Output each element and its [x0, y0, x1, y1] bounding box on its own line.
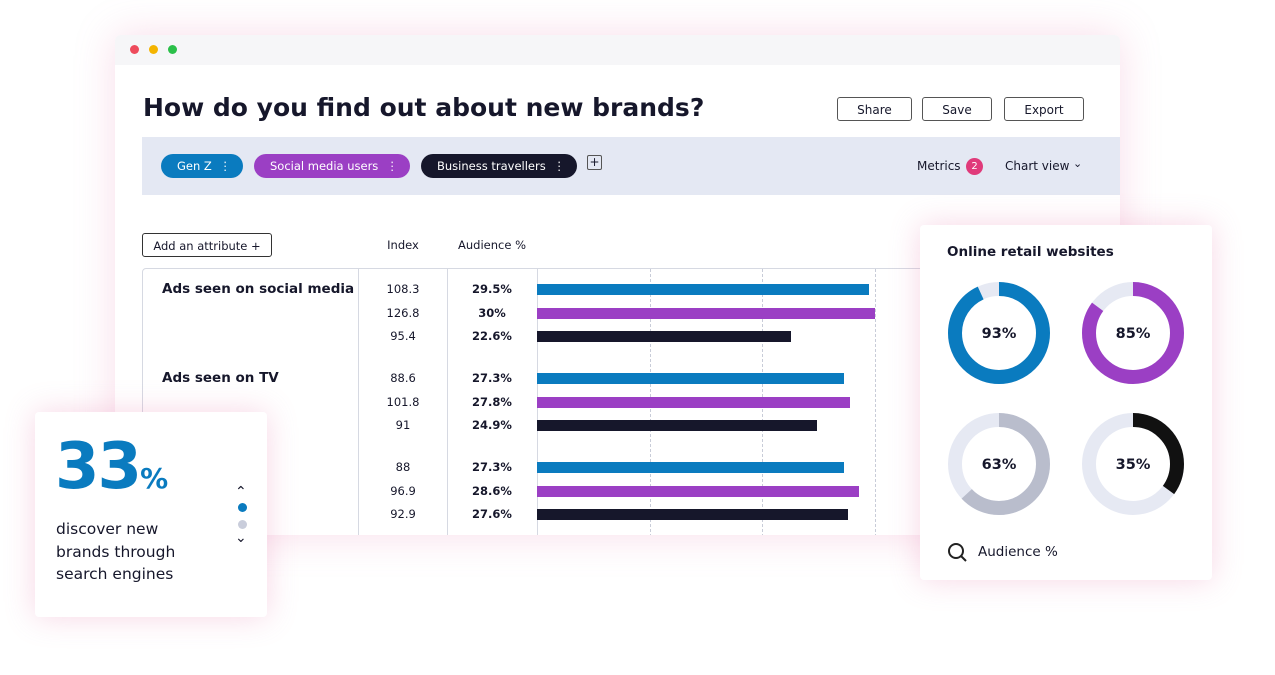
bar	[537, 485, 859, 497]
index-value: 108.3	[386, 282, 420, 296]
filter-label: Gen Z	[177, 159, 212, 173]
chevron: ⌄	[1073, 157, 1083, 170]
add-attribute[interactable]: Add an attribute +	[142, 233, 272, 257]
page-title: How do you find out about new brands?	[143, 93, 705, 122]
bar	[537, 284, 869, 295]
metrics-count: 2	[966, 158, 983, 175]
filter-label: Social media users	[270, 159, 379, 173]
donut-arc	[1082, 413, 1184, 515]
donut-label: 35%	[1116, 457, 1151, 473]
add-attribute-label: Add an attribute	[153, 239, 248, 253]
bar	[537, 331, 792, 342]
stat-text: discover new brands through search engin…	[56, 520, 176, 583]
chip-menu: ⋮	[386, 159, 399, 173]
donut-grid: 93% 85% 63% 35%	[948, 282, 1184, 562]
index-value: 96.9	[390, 483, 416, 498]
audience-value: 22.6%	[472, 329, 512, 343]
donut-label: 63%	[982, 457, 1017, 473]
donut-legend: Audience %	[978, 544, 1058, 560]
title-bar	[115, 35, 1120, 65]
donut-arc	[948, 282, 1050, 384]
donut-arc	[948, 413, 1050, 515]
col-sep	[447, 268, 448, 535]
legend-icon	[960, 555, 967, 562]
chip-menu: ⋮	[219, 159, 232, 173]
toolbar-button[interactable]: Share	[837, 97, 912, 121]
table-panel	[142, 268, 1120, 535]
stat-unit: %	[140, 462, 169, 495]
index-value: 91	[395, 418, 411, 432]
index-value: 101.8	[386, 394, 420, 409]
donut-arc	[1082, 282, 1184, 384]
index-value: 88	[395, 460, 411, 474]
row-label: Ads seen on TV	[162, 370, 279, 386]
index-value: 88.6	[390, 371, 416, 385]
audience-value: 30%	[478, 305, 506, 320]
audience-value: 24.9%	[472, 418, 512, 432]
close-dot[interactable]	[130, 45, 139, 54]
stat-value: 33	[55, 430, 142, 504]
donut-label: 85%	[1116, 326, 1151, 342]
bar	[537, 462, 845, 473]
audience-value: 27.6%	[472, 507, 512, 521]
nav-dot[interactable]	[238, 520, 247, 529]
metrics-label[interactable]: Metrics	[917, 159, 961, 173]
audience-value: 29.5%	[472, 282, 512, 296]
audience-value: 27.8%	[472, 394, 512, 409]
min-dot[interactable]	[149, 45, 158, 54]
audience-value: 28.6%	[472, 483, 512, 498]
donut-card: Online retail websites 93% 85% 63% 35% Audi…	[920, 225, 1212, 580]
index-value: 92.9	[390, 507, 416, 521]
audience-value: 27.3%	[472, 460, 512, 474]
index-value: 95.4	[390, 329, 416, 343]
col-sep	[358, 268, 359, 535]
toolbar-button[interactable]: Save	[922, 97, 992, 121]
stat-card: 33% discover new brands through search e…	[35, 412, 267, 617]
nav-down[interactable]: ⌄	[235, 530, 247, 546]
max-dot[interactable]	[168, 45, 177, 54]
nav-dot[interactable]	[238, 503, 247, 512]
nav-up[interactable]: ⌃	[235, 484, 247, 500]
bar	[537, 396, 850, 408]
donut-title: Online retail websites	[947, 244, 1114, 260]
filter-chip[interactable]: Gen Z ⋮	[161, 154, 243, 178]
bar	[537, 373, 845, 384]
toolbar-button[interactable]: Export	[1004, 97, 1084, 121]
bar	[537, 307, 875, 319]
bar	[537, 509, 848, 520]
chart-view[interactable]: Chart view	[1005, 159, 1070, 173]
bar	[537, 420, 818, 431]
column-header: Audience %	[458, 238, 526, 252]
filter-chip[interactable]: Social media users ⋮	[254, 154, 410, 178]
filter-label: Business travellers	[437, 159, 546, 173]
legend-icon	[948, 543, 964, 559]
donut-label: 93%	[982, 326, 1017, 342]
index-value: 126.8	[386, 305, 420, 320]
column-header: Index	[387, 238, 419, 252]
row-label: Ads seen on social media	[162, 281, 355, 297]
add-filter[interactable]: +	[587, 155, 602, 170]
filter-chip[interactable]: Business travellers ⋮	[421, 154, 577, 178]
grid-line	[874, 269, 876, 535]
chip-menu: ⋮	[553, 159, 566, 173]
audience-value: 27.3%	[472, 371, 512, 385]
